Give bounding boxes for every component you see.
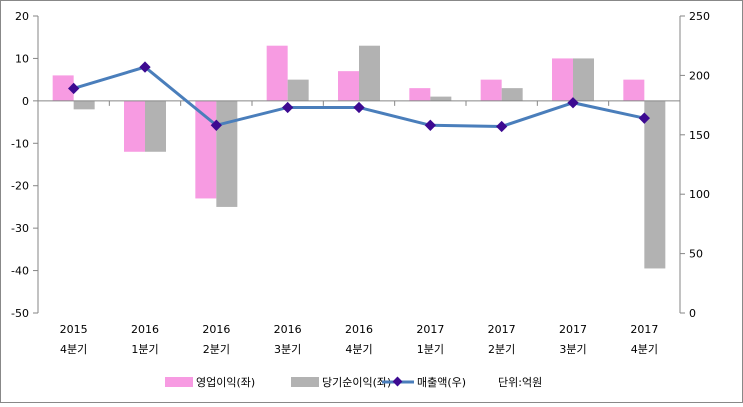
left-axis-tick-label: -40: [11, 265, 29, 278]
bar-operating-profit: [552, 58, 573, 101]
x-axis-label-year: 2017: [630, 323, 658, 336]
bar-net-income: [216, 100, 238, 207]
bar-operating-profit: [480, 79, 502, 101]
bar-net-income: [430, 96, 452, 101]
left-axis-tick-label: -10: [11, 137, 29, 150]
unit-note: 단위:억원: [498, 376, 542, 389]
legend-swatch-net-income: [291, 377, 319, 387]
x-axis-label-year: 2016: [202, 323, 230, 336]
bar-operating-profit: [266, 45, 288, 101]
bar-net-income: [359, 45, 380, 101]
right-axis-tick-label: 200: [689, 69, 710, 82]
legend-swatch-operating-profit: [165, 377, 193, 387]
legend: 영업이익(좌) 당기순이익(좌) 매출액(우) 단위:억원: [165, 376, 542, 389]
left-axis-tick-label: -50: [11, 307, 29, 320]
x-axis-label-year: 2017: [488, 323, 516, 336]
bar-operating-profit: [52, 75, 74, 101]
x-axis-label-quarter: 1분기: [417, 343, 444, 356]
bar-operating-profit: [409, 88, 431, 101]
x-axis-label-quarter: 4분기: [60, 343, 87, 356]
right-axis-tick-label: 100: [689, 188, 710, 201]
bar-operating-profit: [338, 71, 359, 101]
right-axis-tick-label: 0: [689, 307, 696, 320]
x-axis-label-year: 2016: [274, 323, 302, 336]
x-axis-label-quarter: 4분기: [631, 343, 658, 356]
left-axis-tick-label: -30: [11, 222, 29, 235]
right-axis-tick-label: 150: [689, 129, 710, 142]
left-axis-tick-label: 0: [22, 95, 29, 108]
bar-net-income: [73, 100, 95, 110]
legend-label-revenue: 매출액(우): [417, 376, 466, 389]
x-axis-label-year: 2015: [60, 323, 88, 336]
x-axis-label-quarter: 1분기: [131, 343, 158, 356]
bar-net-income: [287, 79, 309, 101]
bar-net-income: [644, 100, 666, 269]
x-axis-label-quarter: 2분기: [203, 343, 230, 356]
x-axis-label-quarter: 3분기: [274, 343, 301, 356]
bar-operating-profit: [623, 79, 645, 101]
x-axis-label-year: 2017: [559, 323, 587, 336]
x-axis-label-quarter: 3분기: [559, 343, 586, 356]
legend-label-net-income: 당기순이익(좌): [322, 376, 391, 389]
right-axis-tick-label: 50: [689, 248, 703, 261]
left-axis-tick-label: -20: [11, 180, 29, 193]
x-axis-label-year: 2017: [416, 323, 444, 336]
x-axis-label-year: 2016: [345, 323, 373, 336]
x-axis-label-year: 2016: [131, 323, 159, 336]
legend-label-operating-profit: 영업이익(좌): [196, 376, 255, 389]
right-axis-tick-label: 250: [689, 10, 710, 23]
x-axis-label-quarter: 2분기: [488, 343, 515, 356]
bar-net-income: [145, 100, 166, 152]
left-axis-tick-label: 20: [15, 10, 29, 23]
bar-operating-profit: [124, 100, 145, 152]
bar-net-income: [501, 88, 523, 101]
left-axis-tick-label: 10: [15, 52, 29, 65]
x-axis-label-quarter: 4분기: [345, 343, 372, 356]
legend-swatch-revenue-marker: [392, 376, 403, 387]
bar-net-income: [573, 58, 594, 101]
